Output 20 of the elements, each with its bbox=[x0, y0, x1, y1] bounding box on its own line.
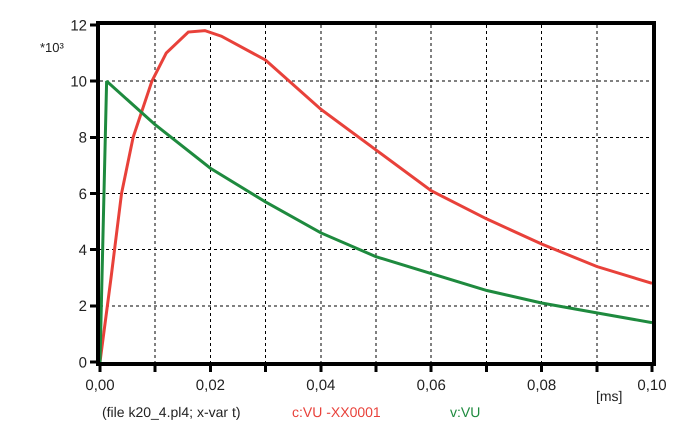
y-tick-label: 10 bbox=[70, 73, 87, 90]
y-tick-label: 12 bbox=[70, 17, 87, 34]
line-series bbox=[100, 80, 652, 362]
y-tick-label: 4 bbox=[78, 242, 87, 259]
y-tick-label: 6 bbox=[78, 186, 87, 203]
x-tick-label: 0,04 bbox=[306, 377, 336, 394]
y-tick-label: 8 bbox=[78, 130, 87, 147]
x-tick-label: 0,08 bbox=[527, 377, 556, 394]
line-series bbox=[100, 29, 652, 362]
x-tick-label: 0,10 bbox=[637, 377, 667, 394]
y-tick-label: 0 bbox=[78, 354, 87, 372]
x-axis-title: [ms] bbox=[596, 388, 622, 404]
x-tick-label: 0,06 bbox=[416, 377, 446, 394]
x-tick-label: 0,00 bbox=[85, 377, 115, 394]
text: v:VU bbox=[450, 404, 480, 420]
text: (file k20_4.pl4; x-var t) bbox=[102, 404, 240, 420]
text: c:VU -XX0001 bbox=[292, 404, 381, 420]
y-axis-title: *10³ bbox=[40, 40, 65, 55]
y-tick-label: 2 bbox=[78, 298, 87, 316]
x-tick-label: 0,02 bbox=[196, 377, 225, 394]
